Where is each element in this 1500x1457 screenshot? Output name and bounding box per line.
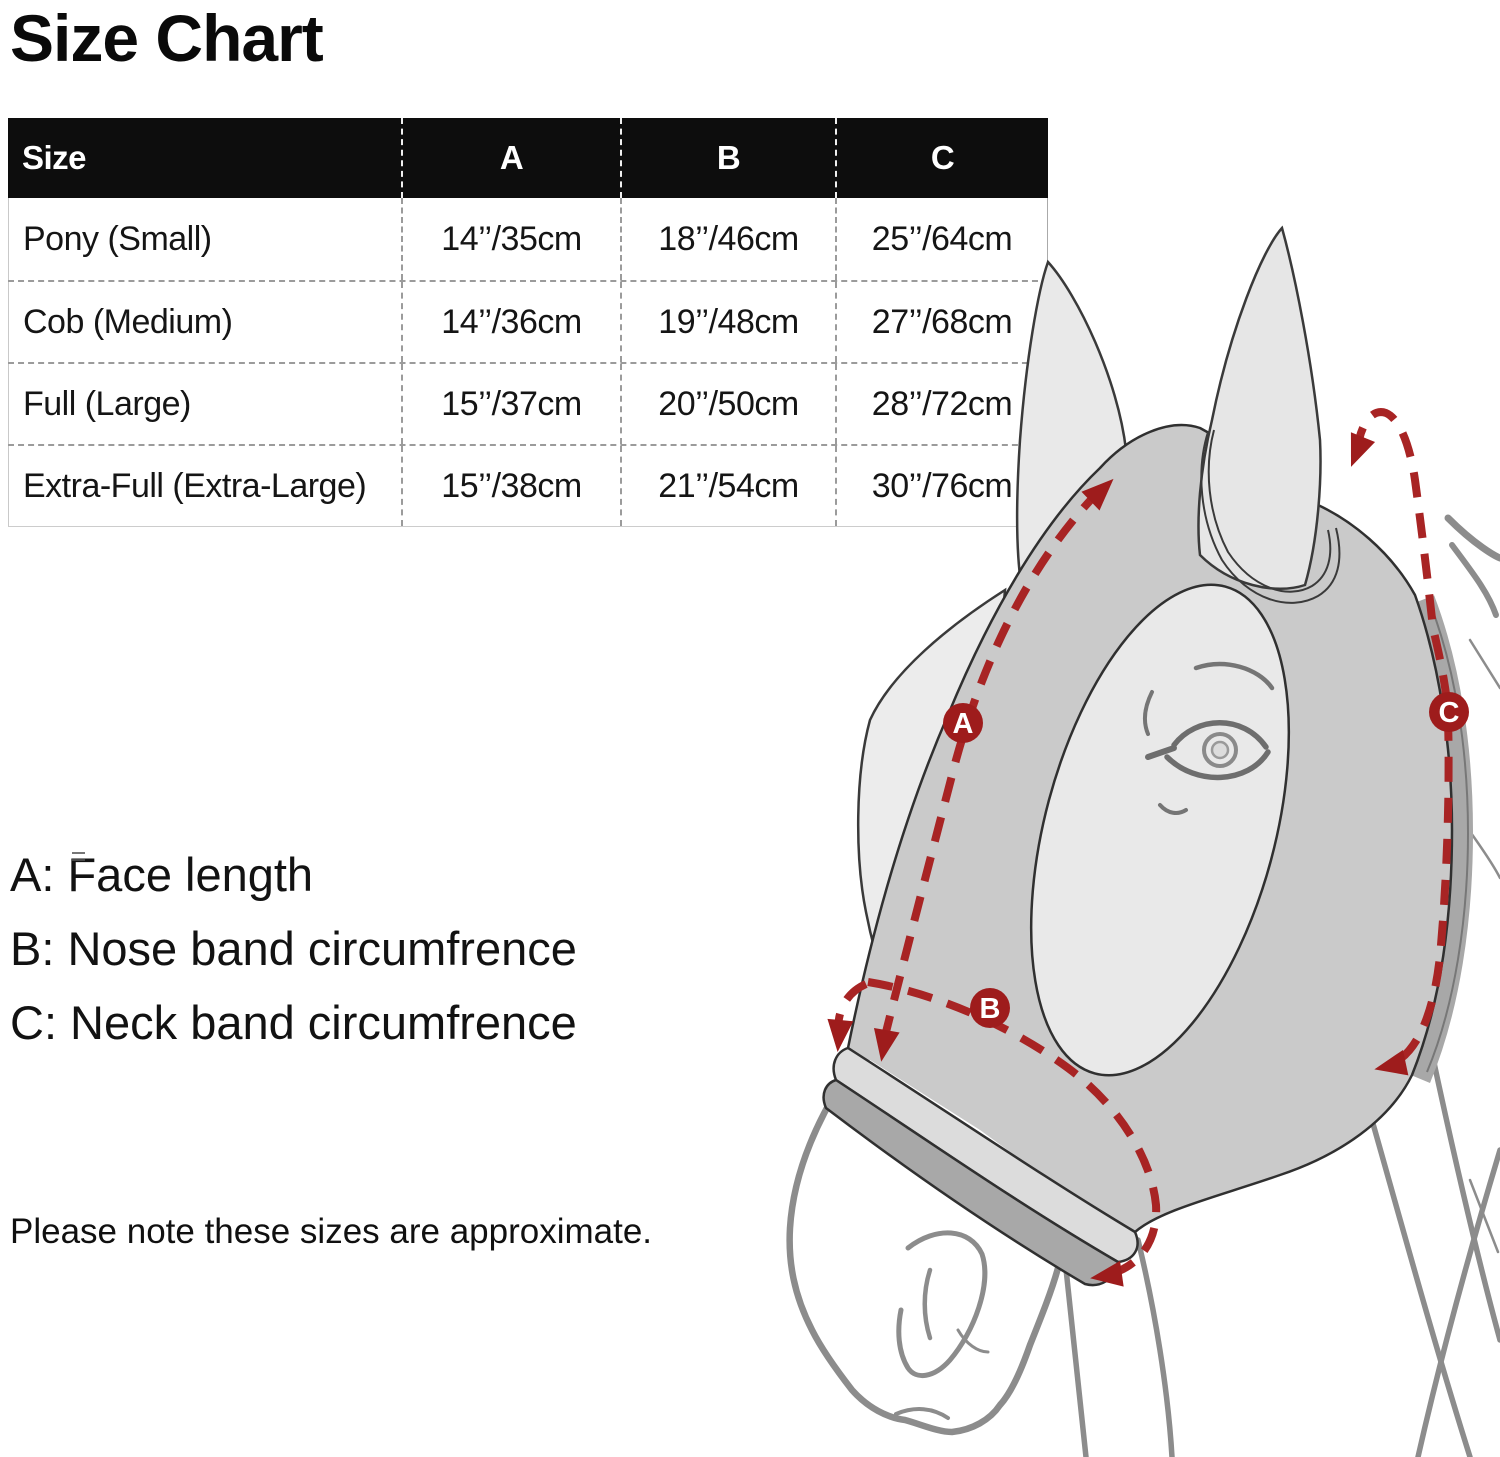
size-label: Cob (Medium) — [8, 282, 401, 362]
marker-c-label: C — [1439, 697, 1460, 729]
horse-muzzle-fill — [789, 1060, 1090, 1432]
horse-near-ear-icon — [1197, 225, 1322, 590]
value-a: 15’’/38cm — [401, 446, 620, 526]
table-body: Pony (Small) 14’’/35cm 18’’/46cm 25’’/64… — [8, 198, 1048, 527]
value-c: 25’’/64cm — [835, 198, 1048, 280]
table-row: Full (Large) 15’’/37cm 20’’/50cm 28’’/72… — [8, 362, 1048, 444]
value-b: 21’’/54cm — [620, 446, 835, 526]
value-c: 30’’/76cm — [835, 446, 1048, 526]
neck-band-trim-edge — [1426, 605, 1470, 1073]
horse-nostril-icon — [894, 1230, 990, 1420]
marker-a-label: A — [953, 708, 974, 740]
table-row: Cob (Medium) 14’’/36cm 19’’/48cm 27’’/68… — [8, 280, 1048, 362]
horse-eye-icon — [1142, 661, 1275, 815]
horse-muzzle-outline — [786, 1078, 1086, 1436]
marker-c-circle — [1429, 692, 1469, 732]
table-row: Extra-Full (Extra-Large) 15’’/38cm 21’’/… — [8, 444, 1048, 526]
legend-line-b: B: Nose band circumfrence — [10, 922, 577, 975]
value-a: 15’’/37cm — [401, 364, 620, 444]
header-cell-a: A — [401, 118, 620, 198]
horse-fly-mask-diagram: A B C — [786, 225, 1500, 1457]
approximate-note: Please note these sizes are approximate. — [10, 1212, 653, 1251]
arrowheads — [827, 432, 1409, 1287]
value-a: 14’’/36cm — [401, 282, 620, 362]
table-header-row: Size A B C — [8, 118, 1048, 198]
marker-b-label: B — [980, 993, 1001, 1025]
size-label: Extra-Full (Extra-Large) — [8, 446, 401, 526]
value-c: 27’’/68cm — [835, 282, 1048, 362]
size-label: Full (Large) — [8, 364, 401, 444]
marker-b-circle — [970, 988, 1010, 1028]
legend-line-a: A: Face length — [10, 848, 314, 901]
stray-artifact-mark — [72, 852, 85, 861]
eye-opening — [1029, 583, 1291, 1077]
value-b: 20’’/50cm — [620, 364, 835, 444]
header-cell-c: C — [835, 118, 1048, 198]
value-b: 19’’/48cm — [620, 282, 835, 362]
marker-a-circle — [943, 703, 983, 743]
arrowhead-c-end — [1374, 1049, 1409, 1076]
arrowhead-a-bottom — [873, 1027, 900, 1062]
measurement-line-a — [880, 487, 1103, 1041]
arrowhead-c-top — [1350, 432, 1376, 467]
arrowhead-b-curl — [827, 1018, 854, 1052]
measurement-legend: A: Face length B: Nose band circumfrence… — [10, 838, 577, 1060]
header-cell-size: Size — [22, 139, 87, 176]
nose-band-trim — [822, 1078, 1120, 1287]
arrowhead-b-end — [1090, 1260, 1124, 1287]
arrowhead-a-top — [1081, 478, 1114, 511]
header-cell-b: B — [620, 118, 835, 198]
measurement-line-c — [1353, 408, 1453, 1068]
size-table: Size A B C Pony (Small) 14’’/35cm 18’’/4… — [8, 118, 1048, 527]
value-b: 18’’/46cm — [620, 198, 835, 280]
measurement-line-b — [867, 978, 1161, 1278]
neck-band-trim — [1405, 595, 1474, 1083]
legend-line-c: C: Neck band circumfrence — [10, 996, 577, 1049]
page-title: Size Chart — [10, 1, 324, 75]
table-row: Pony (Small) 14’’/35cm 18’’/46cm 25’’/64… — [8, 198, 1048, 280]
size-label: Pony (Small) — [8, 198, 401, 280]
measurement-markers: A B C — [943, 692, 1469, 1028]
ear-hole-rim — [1200, 429, 1341, 604]
value-a: 14’’/35cm — [401, 198, 620, 280]
